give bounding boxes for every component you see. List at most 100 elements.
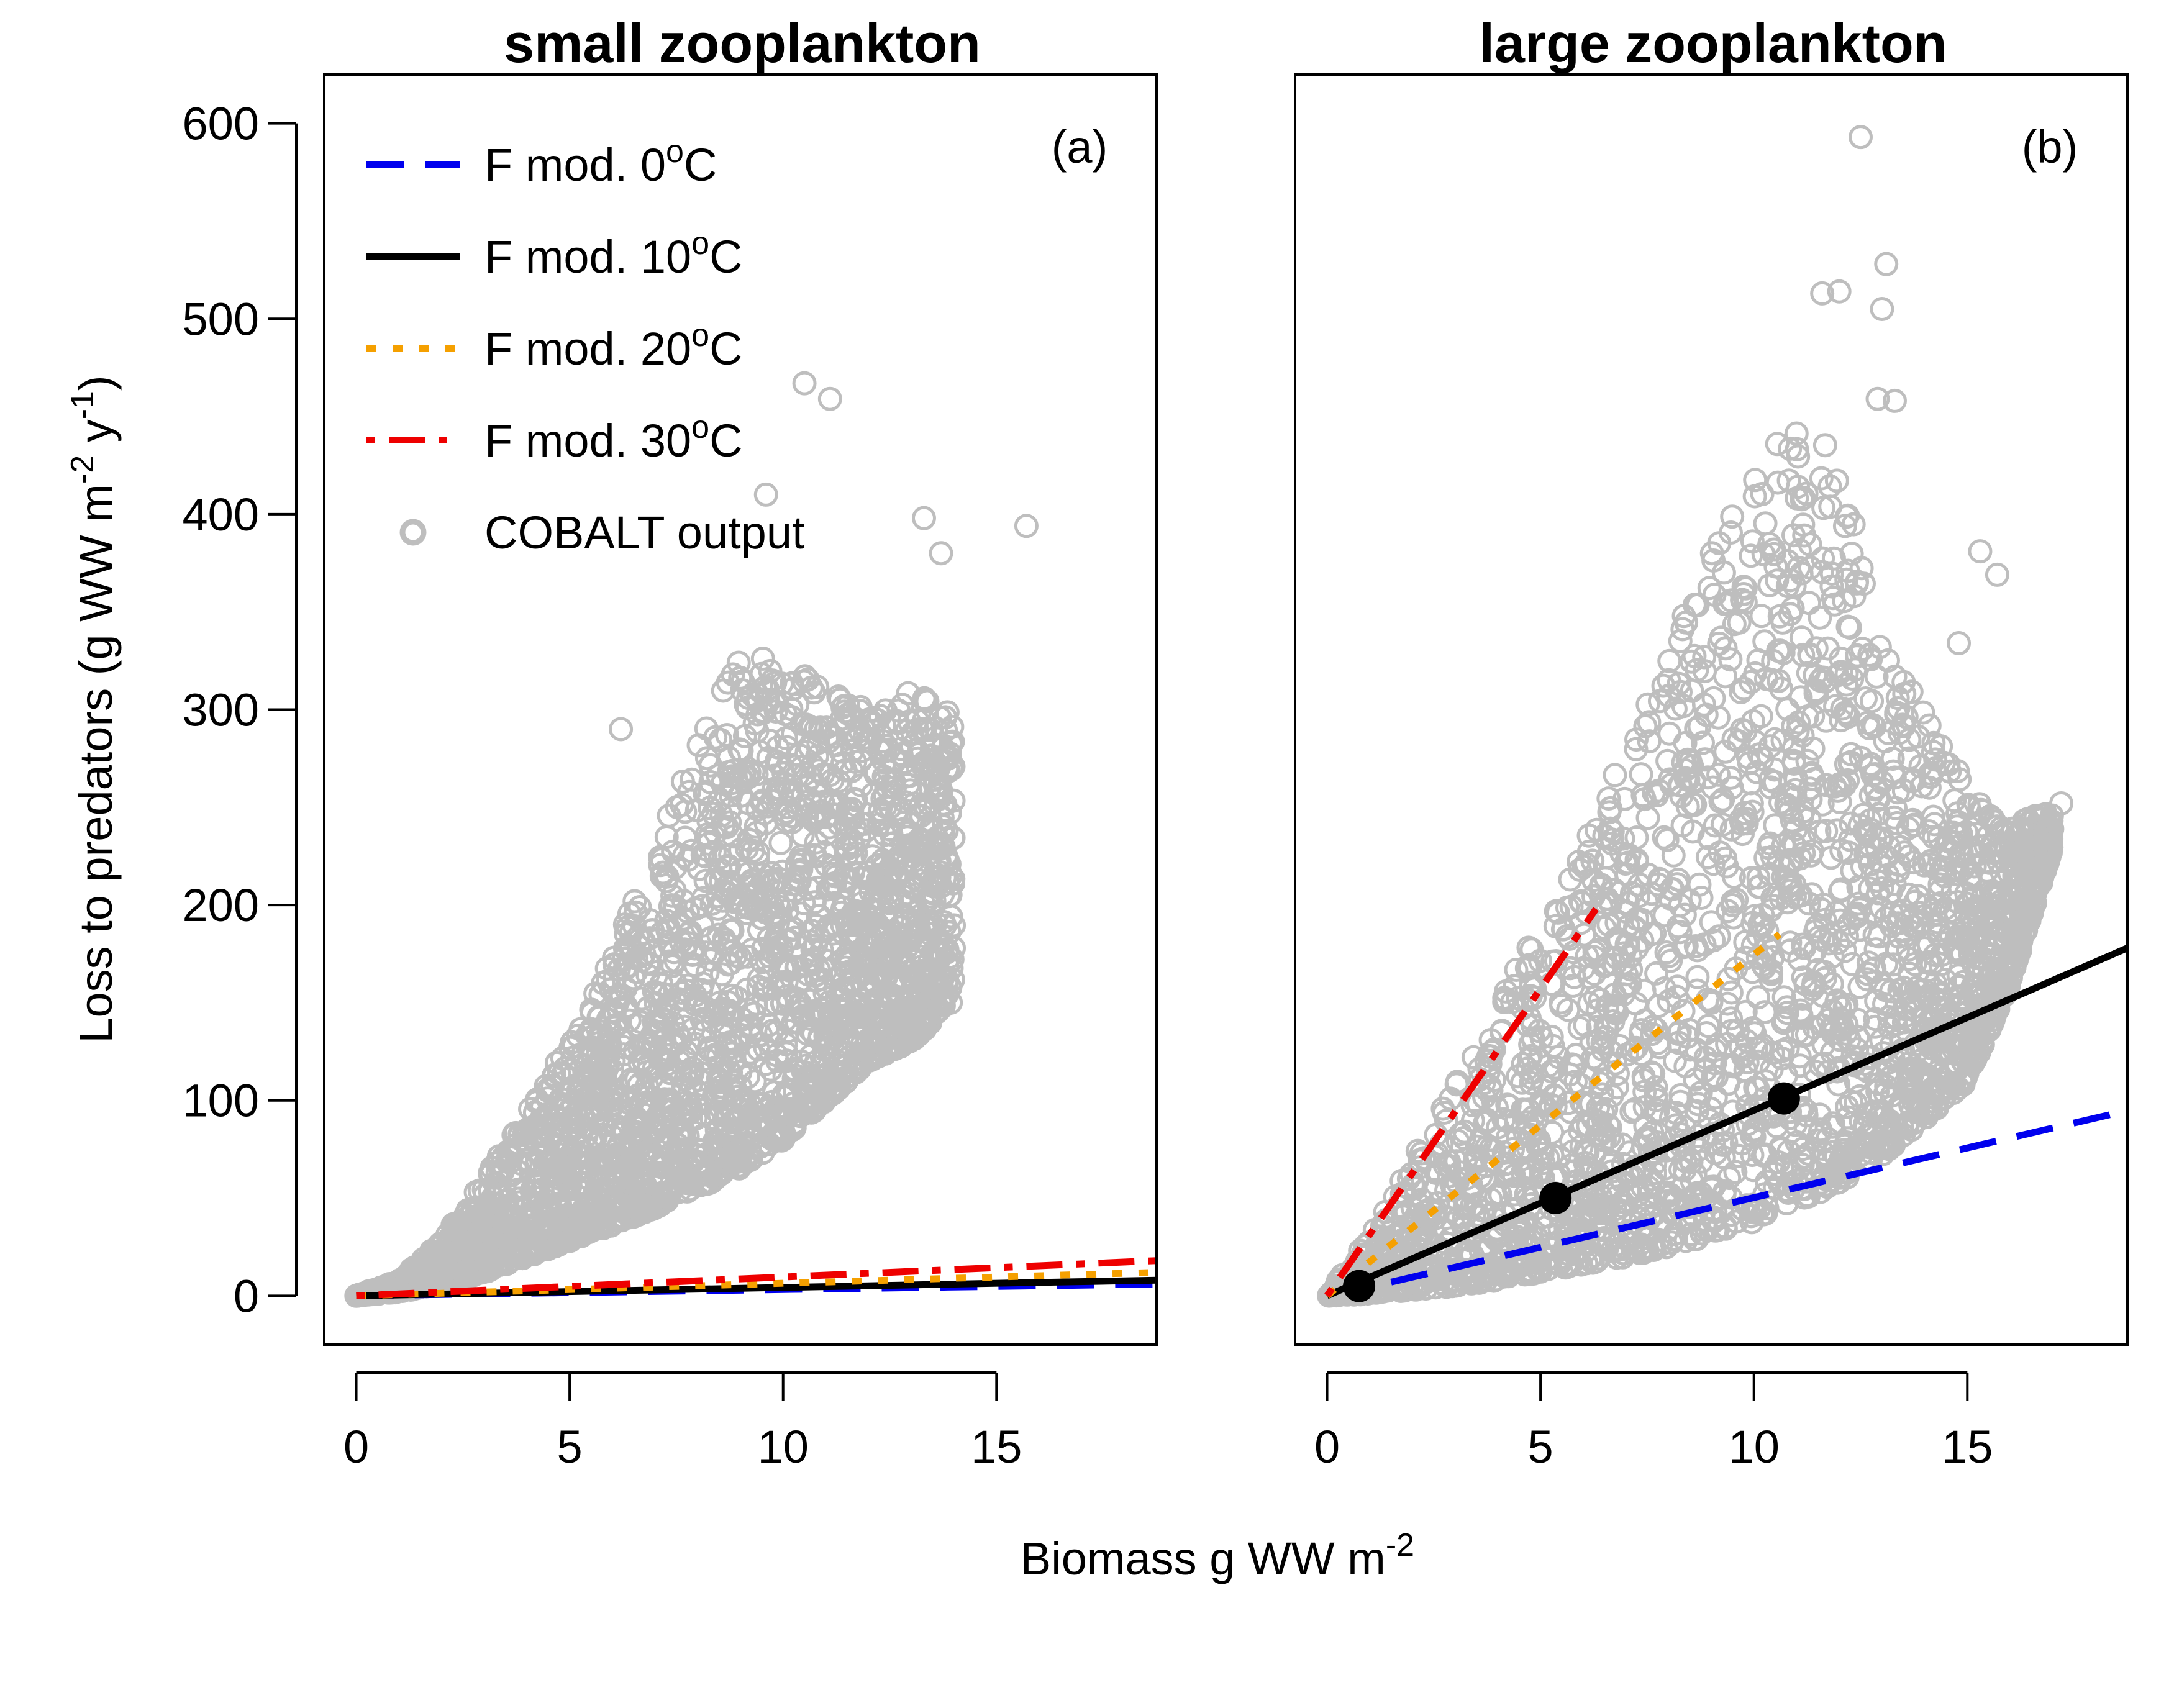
data-point <box>1591 1101 1616 1125</box>
data-point <box>1588 1201 1612 1225</box>
data-point <box>724 943 748 968</box>
data-point <box>1666 867 1691 892</box>
data-point <box>912 686 937 711</box>
data-point <box>1596 786 1621 811</box>
data-point <box>1663 696 1688 721</box>
data-point <box>1786 475 1810 499</box>
data-point <box>1808 605 1832 630</box>
data-point <box>1916 983 1941 1008</box>
data-point <box>817 791 842 816</box>
data-point <box>646 1189 670 1214</box>
data-point <box>780 810 804 835</box>
data-point <box>862 885 887 910</box>
data-point <box>926 745 950 770</box>
y-tick-label: 100 <box>183 1075 259 1127</box>
data-point <box>586 1206 611 1231</box>
data-point <box>1500 989 1524 1014</box>
data-point <box>724 896 749 920</box>
data-point <box>689 978 714 1002</box>
data-point <box>555 1148 580 1173</box>
data-point <box>1804 636 1829 661</box>
data-point <box>666 987 691 1012</box>
data-point <box>935 700 960 725</box>
data-point <box>888 940 912 965</box>
data-point <box>1504 958 1529 982</box>
data-point <box>821 861 846 886</box>
data-point <box>683 992 707 1017</box>
data-point <box>583 1053 608 1078</box>
data-point <box>1827 790 1852 814</box>
data-point <box>876 881 901 906</box>
data-point <box>940 729 965 754</box>
data-point <box>1835 1094 1860 1119</box>
x-tick-label: 5 <box>557 1421 583 1473</box>
data-point <box>607 985 632 1009</box>
data-point <box>1821 1111 1845 1136</box>
data-point <box>905 928 930 953</box>
data-point <box>719 775 744 800</box>
data-point <box>773 1007 798 1032</box>
data-point <box>1834 1011 1858 1036</box>
data-point <box>1632 787 1657 812</box>
data-point <box>550 1138 575 1162</box>
data-point <box>1446 1205 1471 1230</box>
data-point <box>1652 825 1676 850</box>
data-point <box>1816 931 1841 956</box>
data-point <box>719 983 744 1008</box>
data-point <box>1677 1147 1702 1171</box>
data-point <box>1632 978 1657 1003</box>
data-point <box>1640 1120 1665 1145</box>
data-point <box>835 1002 860 1027</box>
data-point <box>471 1212 496 1236</box>
data-point <box>1678 749 1703 774</box>
data-point <box>1624 737 1649 761</box>
data-point <box>694 746 719 771</box>
data-point <box>832 978 857 1002</box>
data-point <box>1814 819 1839 843</box>
data-point <box>942 935 966 960</box>
data-point <box>896 681 921 706</box>
data-point <box>1785 437 1809 461</box>
data-point <box>1590 1118 1615 1143</box>
data-point <box>1781 752 1806 776</box>
data-point <box>929 779 953 804</box>
data-point <box>920 758 945 783</box>
data-point <box>924 825 949 850</box>
data-point <box>640 1035 665 1060</box>
data-point <box>890 952 915 976</box>
data-point <box>1777 878 1802 903</box>
data-point <box>1514 1182 1539 1207</box>
data-point <box>637 1033 662 1058</box>
data-point <box>714 1140 739 1165</box>
data-point <box>1590 1082 1614 1107</box>
data-point <box>1696 1014 1721 1038</box>
data-point <box>1641 1061 1666 1086</box>
data-point <box>1675 794 1700 819</box>
data-point <box>1658 1183 1683 1207</box>
data-point <box>1808 668 1832 693</box>
data-point <box>816 877 840 902</box>
data-point <box>1835 768 1860 793</box>
y-tick-label: 0 <box>234 1270 259 1322</box>
data-point <box>1778 938 1803 963</box>
data-point <box>1778 436 1803 461</box>
data-point <box>1896 937 1921 962</box>
data-point <box>409 1251 434 1276</box>
data-point <box>839 927 864 952</box>
data-point <box>849 811 874 836</box>
data-point <box>1519 1071 1544 1096</box>
data-point <box>1526 1047 1551 1071</box>
data-point <box>716 1104 741 1129</box>
data-point <box>666 1160 691 1184</box>
data-point <box>1723 1160 1748 1184</box>
data-point <box>1713 1216 1738 1241</box>
data-point <box>730 669 755 694</box>
data-point <box>706 763 730 788</box>
data-point <box>1715 591 1740 616</box>
data-point <box>1719 980 1744 1005</box>
data-point <box>739 1013 763 1038</box>
data-point <box>1588 1071 1613 1096</box>
data-point <box>1863 762 1887 786</box>
data-point <box>1870 876 1894 901</box>
data-point <box>518 1202 543 1227</box>
